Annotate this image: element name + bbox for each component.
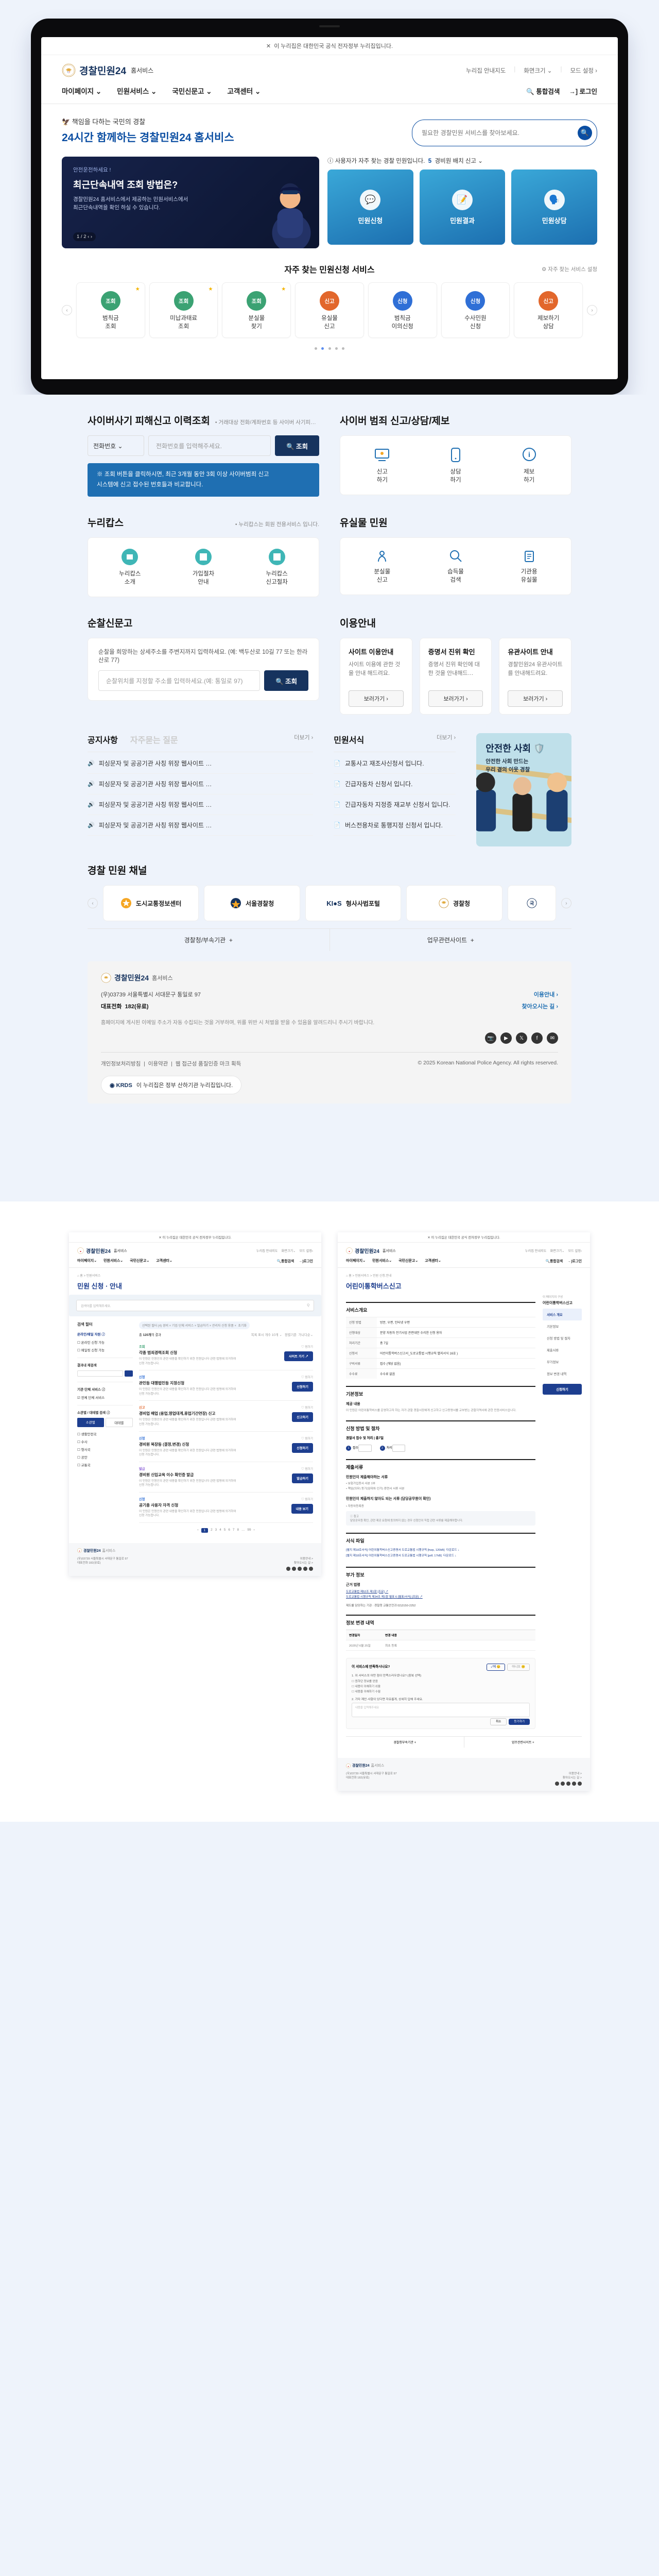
svg-text:i: i	[528, 450, 530, 459]
svg-text:국: 국	[530, 901, 534, 906]
